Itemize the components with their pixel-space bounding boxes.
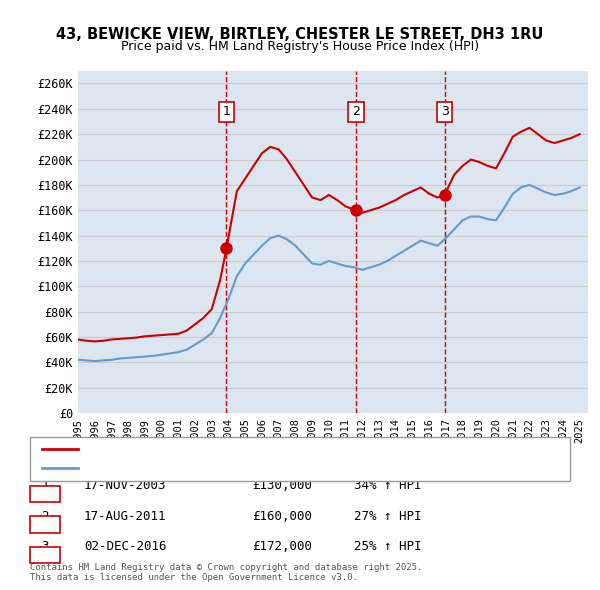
Text: 3: 3 — [41, 540, 49, 553]
Text: 02-DEC-2016: 02-DEC-2016 — [84, 540, 167, 553]
Text: 2: 2 — [41, 510, 49, 523]
Text: 1: 1 — [223, 106, 230, 119]
Text: 17-NOV-2003: 17-NOV-2003 — [84, 479, 167, 492]
Text: 3: 3 — [440, 106, 448, 119]
Text: HPI: Average price, semi-detached house, Gateshead: HPI: Average price, semi-detached house,… — [84, 464, 397, 473]
Text: £172,000: £172,000 — [252, 540, 312, 553]
Text: 34% ↑ HPI: 34% ↑ HPI — [354, 479, 421, 492]
Text: 1: 1 — [41, 479, 49, 492]
Text: £130,000: £130,000 — [252, 479, 312, 492]
Text: 25% ↑ HPI: 25% ↑ HPI — [354, 540, 421, 553]
Text: 2: 2 — [352, 106, 360, 119]
Text: 43, BEWICKE VIEW, BIRTLEY, CHESTER LE STREET, DH3 1RU: 43, BEWICKE VIEW, BIRTLEY, CHESTER LE ST… — [56, 27, 544, 41]
Text: 27% ↑ HPI: 27% ↑ HPI — [354, 510, 421, 523]
Text: Contains HM Land Registry data © Crown copyright and database right 2025.
This d: Contains HM Land Registry data © Crown c… — [30, 563, 422, 582]
Text: £160,000: £160,000 — [252, 510, 312, 523]
Text: 17-AUG-2011: 17-AUG-2011 — [84, 510, 167, 523]
Text: Price paid vs. HM Land Registry's House Price Index (HPI): Price paid vs. HM Land Registry's House … — [121, 40, 479, 53]
Text: 43, BEWICKE VIEW, BIRTLEY, CHESTER LE STREET, DH3 1RU (semi-detached house): 43, BEWICKE VIEW, BIRTLEY, CHESTER LE ST… — [84, 444, 553, 454]
